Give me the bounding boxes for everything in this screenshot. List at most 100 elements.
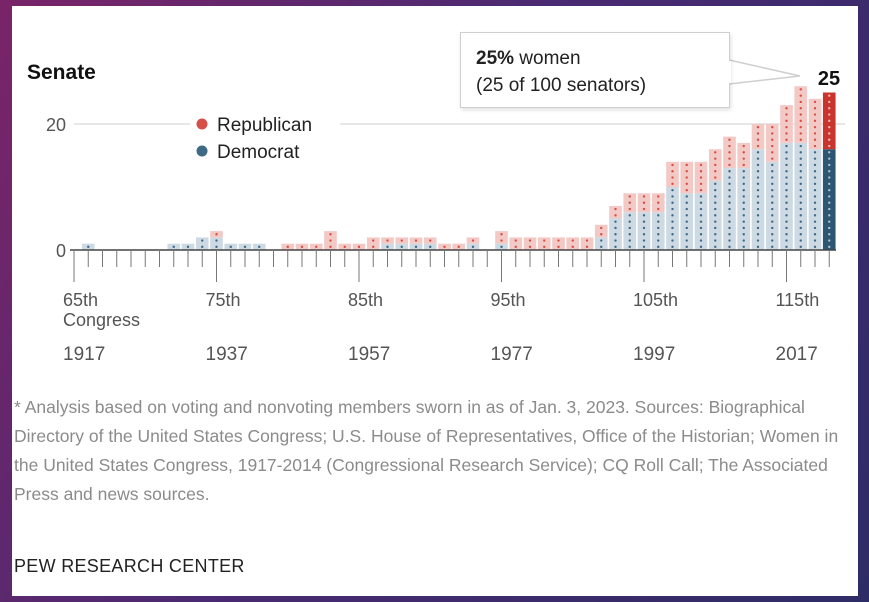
seat-dot-democrat bbox=[699, 245, 703, 249]
seat-dot-republican bbox=[728, 138, 731, 141]
x-year-label: 2017 bbox=[776, 344, 818, 365]
seat-dot-democrat bbox=[799, 182, 802, 186]
seat-dot-republican bbox=[571, 239, 574, 242]
seat-dot-republican bbox=[671, 176, 674, 179]
callout-box: 25% women (25 of 100 senators) bbox=[460, 32, 730, 108]
seat-dot-democrat bbox=[756, 182, 760, 186]
legend-republican-label: Republican bbox=[217, 115, 312, 136]
seat-dot-republican bbox=[742, 144, 745, 148]
seat-dot-republican bbox=[500, 233, 503, 236]
seat-dot-democrat bbox=[742, 214, 745, 217]
seat-dot-republican bbox=[585, 239, 589, 242]
seat-dot-democrat bbox=[742, 239, 745, 242]
seat-dot-democrat bbox=[685, 226, 688, 230]
seat-dot-republican bbox=[471, 239, 475, 242]
x-year-label: 1957 bbox=[348, 344, 390, 365]
seat-dot-republican bbox=[699, 170, 703, 173]
seat-dot-republican bbox=[828, 125, 831, 129]
seat-dot-democrat bbox=[799, 157, 802, 160]
seat-dot-republican bbox=[742, 157, 745, 160]
seat-dot-democrat bbox=[813, 170, 817, 173]
seat-dot-democrat bbox=[785, 207, 788, 211]
seat-dot-republican bbox=[771, 125, 774, 129]
seat-dot-republican bbox=[685, 176, 688, 179]
x-tick-label: 105th bbox=[633, 290, 678, 310]
seat-dot-democrat bbox=[500, 245, 503, 249]
seat-dot-democrat bbox=[728, 201, 731, 204]
seat-dot-democrat bbox=[828, 233, 831, 236]
seat-dot-democrat bbox=[799, 195, 802, 198]
bar-democrat-107 bbox=[666, 187, 679, 250]
seat-dot-democrat bbox=[799, 207, 802, 211]
seat-dot-democrat bbox=[756, 170, 760, 173]
seat-dot-republican bbox=[300, 245, 304, 249]
x-tick-label: 65th bbox=[63, 290, 98, 310]
seat-dot-republican bbox=[414, 239, 418, 242]
seat-dot-republican bbox=[714, 157, 717, 160]
bar-democrat-117 bbox=[808, 149, 822, 250]
seat-dot-democrat bbox=[785, 239, 788, 242]
seat-dot-democrat bbox=[828, 151, 831, 154]
seat-dot-republican bbox=[543, 245, 546, 249]
x-year-label: 1937 bbox=[206, 344, 248, 365]
seat-dot-democrat bbox=[685, 239, 688, 242]
seat-dot-democrat bbox=[771, 188, 774, 192]
seat-dot-democrat bbox=[671, 188, 674, 192]
bar-democrat-74 bbox=[195, 237, 209, 250]
seat-dot-democrat bbox=[671, 214, 674, 217]
y-tick-label-20: 20 bbox=[46, 115, 66, 135]
seat-dot-democrat bbox=[386, 245, 389, 249]
seat-dot-republican bbox=[628, 201, 631, 204]
seat-dot-democrat bbox=[771, 233, 774, 236]
seat-dot-democrat bbox=[771, 170, 774, 173]
seat-dot-republican bbox=[799, 94, 802, 97]
footnote: * Analysis based on voting and nonvoting… bbox=[14, 397, 839, 504]
bar-democrat-118 bbox=[822, 149, 836, 250]
seat-dot-democrat bbox=[785, 157, 788, 160]
seat-dot-democrat bbox=[714, 182, 717, 186]
seat-dot-democrat bbox=[756, 245, 760, 249]
seat-dot-democrat bbox=[229, 245, 232, 249]
seat-dot-democrat bbox=[828, 207, 831, 211]
seat-dot-democrat bbox=[728, 233, 731, 236]
seat-dot-republican bbox=[799, 132, 802, 135]
seat-dot-democrat bbox=[756, 195, 760, 198]
seat-dot-democrat bbox=[657, 233, 660, 236]
seat-dot-republican bbox=[557, 245, 560, 249]
seat-dot-democrat bbox=[614, 220, 617, 223]
seat-dot-democrat bbox=[828, 170, 831, 173]
seat-dot-democrat bbox=[201, 239, 204, 242]
seat-dot-democrat bbox=[742, 182, 745, 186]
seat-dot-democrat bbox=[671, 195, 674, 198]
seat-dot-democrat bbox=[828, 188, 831, 192]
seat-dot-democrat bbox=[728, 226, 731, 230]
seat-dot-democrat bbox=[799, 170, 802, 173]
seat-dot-democrat bbox=[756, 163, 760, 167]
seat-dot-republican bbox=[799, 125, 802, 129]
seat-dot-republican bbox=[813, 125, 817, 129]
seat-dot-democrat bbox=[699, 207, 703, 211]
seat-dot-republican bbox=[714, 176, 717, 179]
seat-dot-democrat bbox=[728, 239, 731, 242]
seat-dot-democrat bbox=[813, 245, 817, 249]
seat-dot-republican bbox=[799, 107, 802, 110]
x-year-label: 1997 bbox=[633, 344, 675, 365]
seat-dot-democrat bbox=[813, 163, 817, 167]
bar-democrat-113 bbox=[751, 149, 765, 250]
seat-dot-republican bbox=[799, 119, 802, 123]
seat-dot-republican bbox=[813, 113, 817, 116]
seat-dot-democrat bbox=[785, 226, 788, 230]
seat-dot-democrat bbox=[728, 245, 731, 249]
seat-dot-democrat bbox=[756, 157, 760, 160]
seat-dot-democrat bbox=[785, 182, 788, 186]
seat-dot-democrat bbox=[628, 239, 631, 242]
source-credit: PEW RESEARCH CENTER bbox=[14, 556, 245, 576]
seat-dot-democrat bbox=[714, 201, 717, 204]
seat-dot-democrat bbox=[642, 245, 646, 249]
seat-dot-republican bbox=[771, 144, 774, 148]
seat-dot-democrat bbox=[799, 245, 802, 249]
chart-title: Senate bbox=[27, 61, 96, 84]
seat-dot-republican bbox=[429, 239, 432, 242]
seat-dot-republican bbox=[600, 233, 603, 236]
callout-pct: 25% bbox=[476, 48, 515, 69]
